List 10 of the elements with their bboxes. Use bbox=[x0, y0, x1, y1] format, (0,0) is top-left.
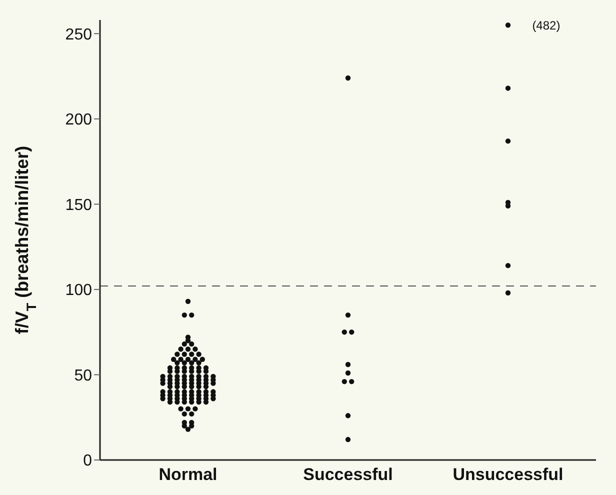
y-tick-label: 250 bbox=[65, 26, 92, 44]
x-tick-label: Successful bbox=[303, 465, 393, 484]
y-tick-label: 200 bbox=[65, 112, 92, 129]
y-tick-label: 100 bbox=[65, 282, 92, 300]
y-tick-label: 50 bbox=[74, 367, 92, 384]
y-tick-label: 150 bbox=[65, 196, 92, 214]
x-tick-label: Unsuccessful bbox=[452, 465, 564, 484]
annotation: (482) bbox=[532, 18, 560, 32]
y-tick-label: 0 bbox=[83, 452, 92, 470]
x-tick-label: Normal bbox=[158, 465, 218, 484]
